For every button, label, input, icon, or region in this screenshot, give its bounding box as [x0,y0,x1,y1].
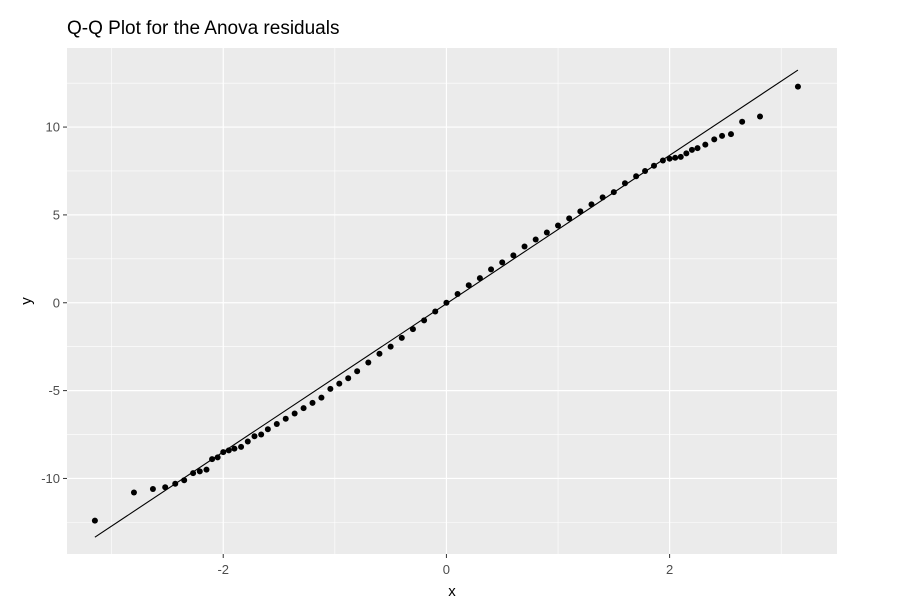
data-point [244,438,251,445]
data-point [650,162,657,169]
y-axis-ticks: -10 -5 0 5 10 [41,120,67,486]
data-point [454,290,461,297]
data-point [273,420,280,427]
data-point [711,136,718,143]
x-tick-label: 2 [666,562,673,577]
chart-title: Q-Q Plot for the Anova residuals [67,18,339,39]
data-point [702,141,709,148]
data-point [757,113,763,120]
data-point [621,180,628,187]
data-point [238,443,245,450]
data-point [130,489,137,496]
x-tick-label: 0 [443,562,450,577]
data-point [282,415,289,422]
data-point [336,380,343,387]
data-point [209,456,216,463]
data-point [181,477,188,484]
data-point [376,350,383,357]
data-point [387,343,394,350]
data-point [688,146,695,153]
data-point [642,167,649,174]
data-points [91,83,801,524]
y-tick-label: -5 [48,383,60,398]
data-point [327,385,334,392]
data-point [659,157,666,164]
y-tick-label: 5 [53,207,60,222]
data-point [196,468,203,475]
data-point [354,368,361,375]
data-point [345,375,352,382]
data-point [488,266,495,273]
data-point [588,201,595,208]
data-point [633,173,640,180]
data-point [543,229,550,236]
data-point [610,189,617,196]
data-point [666,155,673,162]
x-axis-title: x [448,583,456,600]
y-tick-label: 0 [53,295,60,310]
data-point [476,275,483,282]
x-tick-label: -2 [217,562,229,577]
data-point [521,243,528,250]
data-point [577,208,584,215]
data-point [432,308,439,315]
data-point [727,131,734,138]
data-point [510,252,517,259]
x-axis-ticks: -2 0 2 [217,554,673,577]
data-point [409,326,416,333]
data-point [694,145,701,152]
data-point [739,118,746,125]
data-point [555,222,562,229]
data-point [599,194,606,201]
data-point [398,334,405,341]
data-point [172,480,179,487]
data-point [91,517,98,524]
data-point [318,394,325,401]
data-point [719,132,726,139]
data-point [214,454,221,461]
data-point [499,259,506,266]
data-point [365,359,372,366]
y-tick-label: 10 [46,120,60,135]
data-point [443,299,450,306]
data-point [421,317,428,324]
grid-lines [67,48,837,554]
data-point [258,431,265,438]
data-point [532,236,539,243]
data-point [225,447,232,454]
data-point [677,153,684,160]
data-point [162,484,169,491]
data-point [251,433,258,440]
data-point [309,399,316,406]
plot-panel [67,48,837,554]
data-point [264,426,271,433]
data-point [465,282,472,289]
data-point [672,154,679,161]
data-point [231,445,238,452]
data-point [683,150,690,157]
data-point [220,449,227,456]
data-point [190,470,197,477]
data-point [291,410,298,417]
data-point [794,83,801,90]
data-point [203,466,210,473]
data-point [566,215,573,222]
y-tick-label: -10 [41,471,60,486]
data-point [300,405,307,412]
data-point [149,485,156,492]
y-axis-title: y [18,297,35,305]
